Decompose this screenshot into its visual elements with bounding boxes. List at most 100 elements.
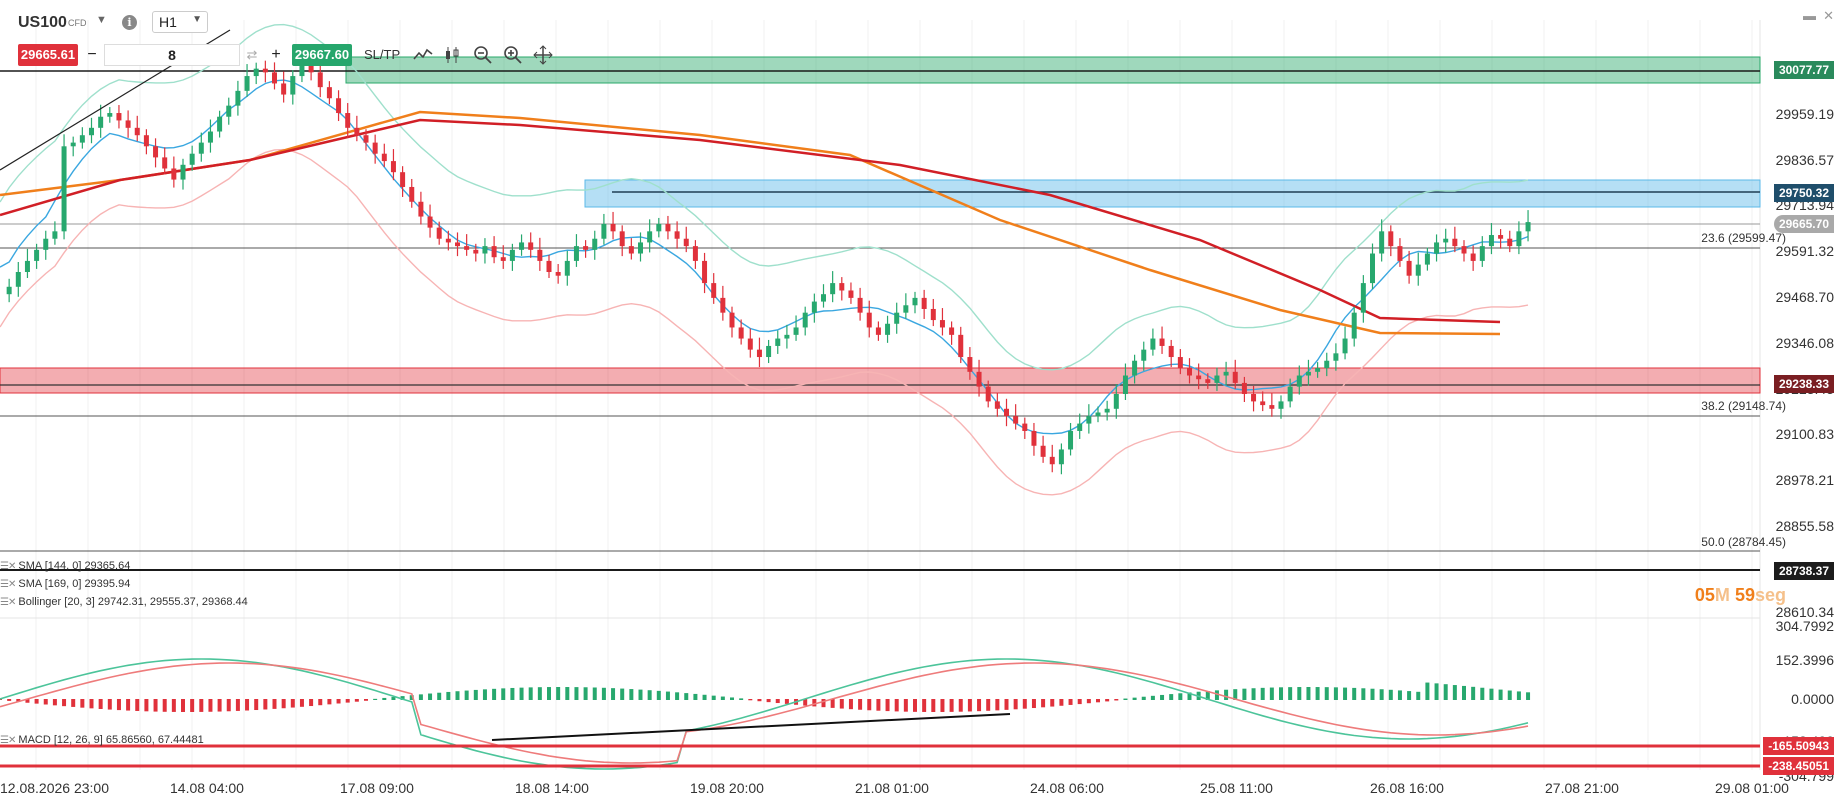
candle-body [1296,375,1302,387]
move-icon[interactable] [532,44,554,66]
macd-histogram-bar [1214,690,1219,700]
info-icon[interactable]: i [122,15,137,30]
candle-body [1461,246,1467,254]
candle-body [1004,408,1009,417]
macd-histogram-bar [1013,699,1018,710]
candle-chart-icon[interactable] [442,44,464,66]
macd-histogram-bar [144,699,149,712]
macd-histogram-bar [1169,694,1174,700]
candle-body [345,113,351,128]
settings-icon[interactable]: ☰✕ [0,735,16,746]
macd-histogram-bar [1068,699,1073,705]
candle-body [6,286,12,295]
candle-body [390,161,396,173]
macd-histogram-bar [501,688,506,700]
macd-histogram-bar [958,699,963,712]
quantity-decrease-button[interactable]: − [87,46,97,63]
macd-histogram-bar [1086,699,1091,704]
macd-histogram-bar [492,688,497,700]
candle-body [1132,360,1138,376]
candle-body [1479,246,1485,261]
macd-histogram-bar [171,699,176,712]
macd-axis-label: 304.7992 [1775,618,1834,634]
candle-body [308,61,314,73]
macd-histogram-bar [757,699,762,702]
candle-body [519,242,525,250]
buy-button[interactable]: 29667.60 [292,44,352,66]
candle-body [1278,401,1284,409]
close-icon[interactable]: ✕ [1823,8,1834,23]
macd-histogram-bar [281,699,286,709]
price-axis-label: 29468.70 [1775,289,1834,305]
macd-histogram-bar [126,699,131,711]
zoom-out-icon[interactable] [472,44,494,66]
macd-histogram-bar [1324,687,1329,700]
candle-body [592,238,598,250]
macd-histogram-bar [199,699,204,712]
macd-histogram-bar [730,697,734,700]
macd-histogram-bar [1004,699,1009,710]
macd-histogram-bar [1260,687,1265,700]
zoom-in-icon[interactable] [502,44,524,66]
candle-body [1205,379,1211,383]
candle-body [1488,235,1494,247]
candle-body [445,238,451,243]
legend-sma169[interactable]: ☰✕ SMA [169, 0] 29395.94 [0,578,130,590]
candle-body [866,312,872,328]
sell-button[interactable]: 29665.61 [18,44,78,66]
settings-icon[interactable]: ☰✕ [0,561,16,572]
quantity-increase-button[interactable]: + [271,46,281,63]
quantity-input[interactable]: 8 [104,44,240,66]
settings-icon[interactable]: ☰✕ [0,597,16,608]
candle-body [638,242,643,254]
candle-body [537,249,543,261]
timeframe-select[interactable]: H1 ▼ [152,11,208,33]
symbol-label[interactable]: US100 [18,14,67,31]
macd-histogram-bar [43,699,48,705]
sltp-button[interactable]: SL/TP [364,47,401,62]
macd-histogram-bar [208,699,213,712]
candle-body [564,260,570,276]
price-axis-label: 28855.58 [1775,518,1834,534]
candle-body [1122,375,1128,395]
symbol-dropdown-icon[interactable]: ▼ [96,14,107,26]
candle-body [1260,401,1266,406]
candle-body [738,327,744,339]
macd-histogram-bar [665,691,670,700]
candle-body [967,357,973,372]
macd-histogram-bar [1132,697,1137,700]
line-chart-icon[interactable] [412,44,434,66]
settings-icon[interactable]: ☰✕ [0,579,16,590]
minimize-icon[interactable]: ▬ [1803,8,1816,23]
candle-body [61,146,67,232]
macd-divergence-line [491,713,1011,741]
swap-icon[interactable]: ⇄ [246,47,258,62]
symbol-type: CFD [68,18,87,28]
legend-bollinger[interactable]: ☰✕ Bollinger [20, 3] 29742.31, 29555.37,… [0,596,248,608]
legend-macd[interactable]: ☰✕ MACD [12, 26, 9] 65.86560, 67.44481 [0,734,204,746]
macd-histogram-bar [1123,698,1128,700]
macd-histogram-bar [601,687,606,700]
time-axis-label: 27.08 21:00 [1545,780,1619,796]
macd-histogram-bar [739,698,744,700]
candle-body [1068,430,1074,450]
candle-body [1232,371,1238,383]
candle-body [1113,394,1119,409]
support-zone-price-tag: 29238.33 [1773,375,1834,393]
macd-line [0,658,1529,770]
macd-histogram-bar [1251,688,1256,700]
candle-body [1443,238,1449,243]
macd-histogram-bar [1361,688,1366,700]
blue-zone [584,179,1761,208]
macd-tag-b: -238.45051 [1763,757,1834,775]
candle-body [372,142,378,154]
macd-histogram-bar [702,694,707,700]
macd-histogram-bar [1352,687,1357,700]
time-axis-label: 14.08 04:00 [170,780,244,796]
macd-histogram-bar [309,699,314,707]
candle-body [171,168,177,180]
price-axis-label: 29591.32 [1775,243,1834,259]
legend-sma144[interactable]: ☰✕ SMA [144, 0] 29365.64 [0,560,130,572]
candle-body [1196,375,1202,380]
